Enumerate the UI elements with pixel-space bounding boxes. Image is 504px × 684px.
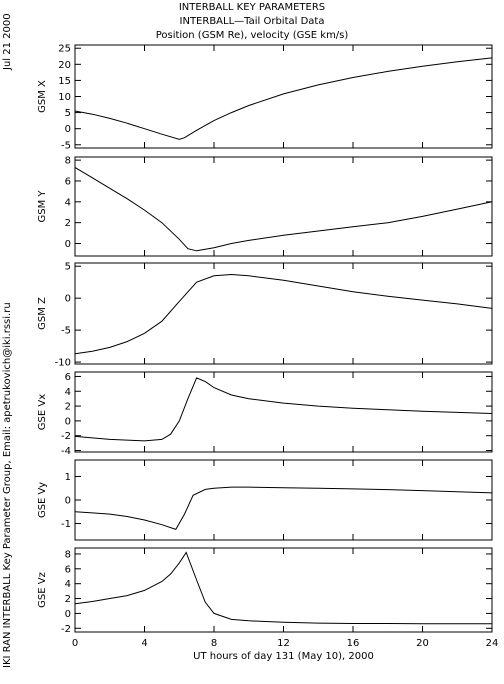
y-axis-label: GSE Vy	[37, 482, 48, 518]
y-tick-label: -1	[61, 519, 71, 530]
x-tick-label: 12	[277, 638, 290, 649]
panel-frame	[74, 44, 493, 149]
y-axis-label: GSM X	[37, 80, 48, 113]
x-tick-label: 4	[141, 638, 147, 649]
y-axis-label: GSE Vz	[37, 572, 48, 608]
y-tick-label: 4	[65, 197, 71, 208]
series-line	[74, 377, 493, 442]
x-tick-label: 0	[72, 638, 78, 649]
y-axis-label: GSM Y	[37, 190, 48, 223]
x-tick-label: 16	[347, 638, 360, 649]
y-tick-label: 8	[65, 156, 71, 167]
panel-frame	[74, 547, 493, 633]
series-line	[74, 166, 493, 252]
y-tick-label: -2	[61, 431, 71, 442]
y-tick-label: 6	[65, 176, 71, 187]
y-tick-label: 4	[65, 579, 71, 590]
y-tick-label: 1	[65, 472, 71, 483]
y-axis-label: GSE Vx	[37, 394, 48, 430]
series-line	[74, 486, 493, 531]
y-tick-label: 0	[65, 124, 71, 135]
series-line	[74, 551, 492, 625]
y-tick-label: 0	[65, 239, 71, 250]
y-tick-label: 6	[65, 372, 71, 383]
y-tick-label: 2	[65, 218, 71, 229]
y-tick-label: 5	[65, 262, 71, 273]
y-tick-label: 15	[58, 76, 71, 87]
y-tick-label: 0	[65, 416, 71, 427]
y-tick-label: 6	[65, 564, 71, 575]
x-tick-label: 24	[486, 638, 499, 649]
y-tick-label: 2	[65, 594, 71, 605]
y-tick-label: 10	[58, 92, 71, 103]
panel-frame	[74, 156, 493, 257]
y-tick-label: -5	[61, 140, 71, 151]
series-line	[74, 273, 493, 355]
panel-frame	[74, 459, 493, 541]
y-tick-label: 0	[65, 496, 71, 507]
y-tick-label: 5	[65, 108, 71, 119]
chart-title-line-3: Position (GSM Re), velocity (GSE km/s)	[155, 30, 349, 41]
y-tick-label: -5	[61, 326, 71, 337]
x-tick-label: 8	[211, 638, 217, 649]
y-tick-label: 8	[65, 549, 71, 560]
y-tick-label: -4	[61, 446, 71, 457]
x-axis-label: UT hours of day 131 (May 10), 2000	[193, 651, 374, 662]
chart-title-line-2: INTERBALL—Tail Orbital Data	[179, 16, 325, 27]
y-axis-label: GSM Z	[37, 297, 48, 330]
y-tick-label: 20	[58, 60, 71, 71]
y-tick-label: 0	[65, 609, 71, 620]
series-line	[74, 57, 493, 140]
y-tick-label: -10	[55, 358, 71, 369]
chart-title-line-1: INTERBALL KEY PARAMETERS	[178, 2, 326, 13]
y-tick-label: -2	[61, 624, 71, 635]
x-tick-label: 20	[416, 638, 429, 649]
panel-frame	[74, 262, 493, 365]
y-tick-label: 4	[65, 387, 71, 398]
y-tick-label: 2	[65, 402, 71, 413]
y-tick-label: 0	[65, 294, 71, 305]
y-tick-label: 25	[58, 44, 71, 55]
